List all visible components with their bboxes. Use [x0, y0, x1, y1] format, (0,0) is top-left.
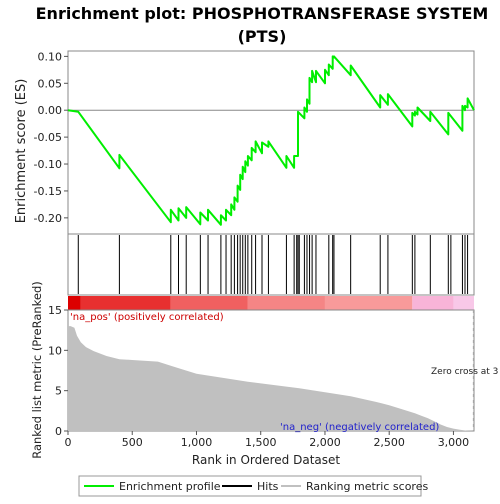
bottom-y-tick-label: 0 — [55, 425, 62, 438]
legend-label: Hits — [257, 480, 279, 493]
bottom-y-tick-label: 10 — [48, 344, 62, 357]
top-y-tick-label: -0.15 — [34, 185, 62, 198]
bottom-x-axis-label: Rank in Ordered Dataset — [192, 453, 340, 467]
hits-panel-frame — [67, 233, 475, 296]
color-bar-segment — [412, 296, 454, 310]
legend-label: Ranking metric scores — [306, 480, 428, 493]
bottom-x-axis: 0 500 1,000 1,500 2,000 2,500 3,000 — [65, 431, 470, 449]
ranking-metric-area — [68, 326, 474, 431]
top-y-tick-label: 0.10 — [38, 50, 63, 63]
bottom-y-tick-label: 5 — [55, 385, 62, 398]
top-y-tick-label: -0.10 — [34, 158, 62, 171]
top-y-tick-label: 0.05 — [38, 77, 63, 90]
zero-cross-group: Zero cross at 3 — [431, 310, 498, 431]
na-neg-annotation: 'na_neg' (negatively correlated) — [280, 422, 439, 433]
chart-title-line-1: Enrichment plot: PHOSPHOTRANSFERASE SYST… — [36, 4, 489, 23]
color-bar-segment — [247, 296, 325, 310]
color-bar-segment — [68, 296, 81, 310]
bottom-y-axis: 0 5 10 15 — [48, 304, 68, 438]
top-y-tick-label: -0.05 — [34, 131, 62, 144]
top-y-tick-label: -0.20 — [34, 212, 62, 225]
zero-cross-label: Zero cross at 3 — [431, 367, 498, 377]
enrichment-profile-layer — [67, 55, 475, 226]
bottom-y-axis-label: Ranked list metric (PreRanked) — [30, 281, 44, 459]
bottom-x-tick-label: 500 — [122, 436, 143, 449]
legend-label: Enrichment profile — [119, 480, 221, 493]
color-bar-segment — [170, 296, 248, 310]
color-bar-segment — [324, 296, 413, 310]
top-y-tick-label: 0.00 — [38, 104, 63, 117]
bottom-x-tick-label: 1,000 — [181, 436, 213, 449]
na-pos-annotation: 'na_pos' (positively correlated) — [70, 312, 224, 323]
color-bar-segment — [453, 296, 474, 310]
top-y-axis-label: Enrichment score (ES) — [14, 79, 29, 224]
legend: Enrichment profile Hits Ranking metric sco… — [78, 475, 428, 497]
bottom-x-tick-label: 2,000 — [309, 436, 341, 449]
color-bar-segment — [80, 296, 171, 310]
chart-title-line-2: (PTS) — [238, 27, 287, 46]
bottom-x-tick-label: 2,500 — [373, 436, 405, 449]
top-panel-frame — [67, 50, 475, 235]
bottom-y-tick-label: 15 — [48, 304, 62, 317]
ranking-color-bar — [68, 296, 474, 310]
bottom-x-tick-label: 0 — [65, 436, 72, 449]
bottom-x-tick-label: 1,500 — [245, 436, 277, 449]
bottom-x-tick-label: 3,000 — [438, 436, 470, 449]
hits-layer — [77, 235, 469, 294]
enrichment-profile-line — [67, 55, 475, 226]
ranking-metric-layer — [68, 326, 474, 431]
top-y-axis: 0.10 0.05 0.00 -0.05 -0.10 -0.15 -0.20 — [34, 50, 68, 225]
